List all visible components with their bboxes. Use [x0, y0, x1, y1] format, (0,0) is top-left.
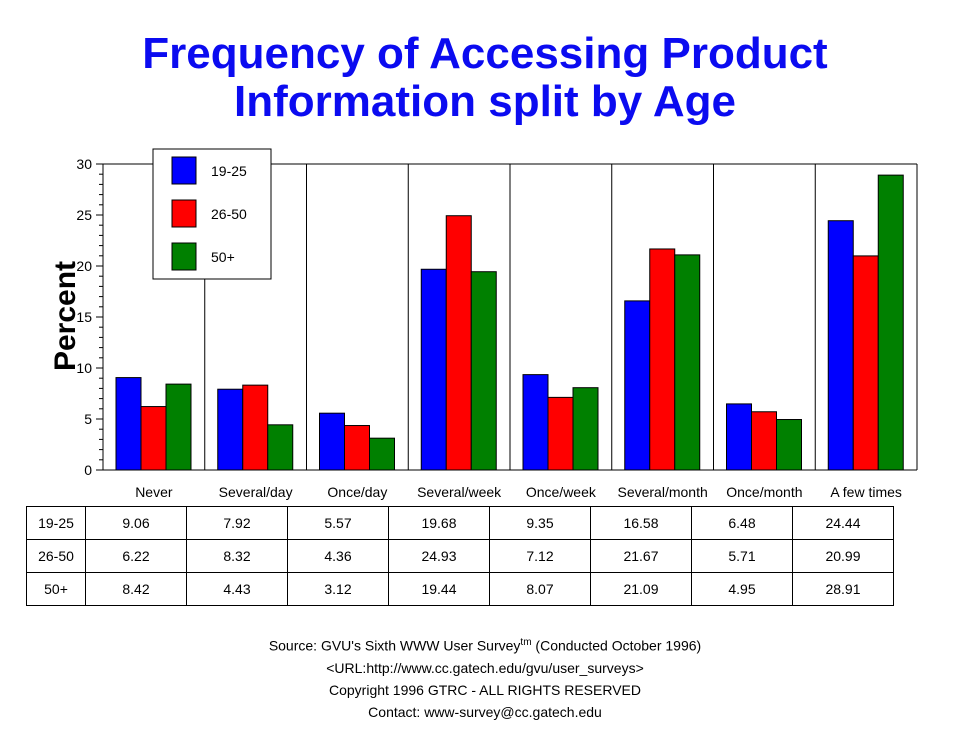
bar-19-25-Never [115, 377, 142, 471]
legend-swatch-26-50 [171, 199, 197, 228]
legend-swatch-50+ [171, 242, 197, 271]
table-cell: 6.48 [691, 506, 793, 540]
trademark-sup: tm [520, 637, 532, 648]
table-cell: 8.32 [186, 539, 288, 573]
title-line-2: Information split by Age [234, 77, 736, 126]
table-row: 26-50 6.22 8.32 4.36 24.93 7.12 21.67 5.71 20.99 [26, 539, 894, 573]
bar-26-50-Several/month [649, 248, 676, 471]
x-tick-label: Several/month [617, 484, 707, 500]
data-table: 19-25 9.06 7.92 5.57 19.68 9.35 16.58 6.48 24.44… [26, 506, 894, 606]
source-url: <URL:http://www.cc.gatech.edu/gvu/user_s… [326, 659, 644, 676]
table-cell: 20.99 [792, 539, 894, 573]
bar-19-25-Once/day [319, 412, 345, 471]
bar-26-50-Never [140, 406, 167, 471]
bar-19-25-Several/day [217, 388, 244, 471]
bar-50+-Never [165, 383, 192, 471]
bar-50+-A few times [877, 174, 904, 471]
table-cell: 4.36 [287, 539, 389, 573]
source-suffix: (Conducted October 1996) [531, 637, 702, 654]
bar-26-50-Several/day [242, 384, 269, 471]
bar-26-50-A few times [852, 255, 879, 471]
x-tick-labels: Never Several/day Once/day Several/week Once… [135, 484, 902, 500]
bar-19-25-Once/week [522, 374, 549, 471]
bar-50+-Once/day [369, 437, 395, 471]
table-cell: 28.91 [792, 572, 894, 606]
x-tick-label: Once/day [327, 484, 387, 500]
x-tick-label: Once/week [526, 484, 597, 500]
bar-50+-Once/month [776, 419, 802, 471]
table-cell: 4.95 [691, 572, 793, 606]
table-cell: 9.35 [489, 506, 591, 540]
table-cell: 9.06 [85, 506, 187, 540]
y-tick-labels: 0 5 10 15 20 25 30 [76, 156, 92, 478]
copyright: Copyright 1996 GTRC - ALL RIGHTS RESERVE… [329, 681, 641, 698]
table-cell: 8.42 [85, 572, 187, 606]
bar-50+-Several/day [267, 424, 294, 471]
bars [115, 174, 904, 471]
y-tick-label: 5 [84, 411, 92, 427]
table-cell: 24.44 [792, 506, 894, 540]
legend: 19-25 26-50 50+ [152, 148, 272, 280]
table-cell: 5.57 [287, 506, 389, 540]
y-tick-label: 20 [76, 258, 92, 274]
table-cell: 19.68 [388, 506, 490, 540]
legend-label-50+: 50+ [211, 249, 235, 265]
y-tick-label: 30 [76, 156, 92, 172]
title-line-1: Frequency of Accessing Product [142, 29, 828, 78]
bar-19-25-Once/month [726, 403, 752, 471]
table-cell: 21.67 [590, 539, 692, 573]
y-tick-label: 15 [76, 309, 92, 325]
bar-50+-Several/week [470, 271, 497, 471]
source-credits: Source: GVU's Sixth WWW User Surveytm (C… [0, 632, 970, 723]
table-cell: 3.12 [287, 572, 389, 606]
table-cell: 19.44 [388, 572, 490, 606]
table-row-label: 50+ [26, 572, 86, 606]
bar-50+-Once/week [572, 387, 599, 471]
table-cell: 16.58 [590, 506, 692, 540]
table-cell: 7.92 [186, 506, 288, 540]
bar-19-25-A few times [827, 220, 854, 471]
x-tick-label: A few times [830, 484, 902, 500]
x-tick-label: Several/week [417, 484, 502, 500]
y-tick-label: 10 [76, 360, 92, 376]
table-cell: 21.09 [590, 572, 692, 606]
bar-19-25-Several/week [420, 268, 447, 471]
table-cell: 7.12 [489, 539, 591, 573]
bar-chart: Never Several/day Once/day Several/week Once… [76, 148, 918, 500]
table-row: 50+ 8.42 4.43 3.12 19.44 8.07 21.09 4.95 28.91 [26, 572, 894, 606]
legend-label-26-50: 26-50 [211, 206, 247, 222]
bar-26-50-Several/week [445, 215, 472, 471]
table-row: 19-25 9.06 7.92 5.57 19.68 9.35 16.58 6.48 24.44 [26, 506, 894, 540]
bar-50+-Several/month [674, 254, 701, 471]
x-tick-label: Never [135, 484, 173, 500]
chart-title: Frequency of Accessing Product Informati… [0, 30, 970, 126]
table-row-label: 26-50 [26, 539, 86, 573]
table-cell: 8.07 [489, 572, 591, 606]
source-line: Source: GVU's Sixth WWW User Surveytm (C… [0, 632, 970, 657]
bar-19-25-Several/month [624, 300, 651, 471]
legend-label-19-25: 19-25 [211, 163, 247, 179]
table-cell: 5.71 [691, 539, 793, 573]
legend-swatch-19-25 [171, 156, 197, 185]
bar-26-50-Once/week [547, 396, 574, 471]
bar-26-50-Once/month [751, 411, 777, 471]
contact: Contact: www-survey@cc.gatech.edu [368, 703, 602, 720]
x-tick-label: Several/day [219, 484, 293, 500]
table-cell: 6.22 [85, 539, 187, 573]
y-tick-label: 0 [84, 462, 92, 478]
source-prefix: Source: GVU's Sixth WWW User Survey [268, 637, 521, 654]
table-cell: 4.43 [186, 572, 288, 606]
bar-26-50-Once/day [344, 425, 370, 471]
table-row-label: 19-25 [26, 506, 86, 540]
table-cell: 24.93 [388, 539, 490, 573]
y-tick-label: 25 [76, 207, 92, 223]
x-tick-label: Once/month [726, 484, 802, 500]
